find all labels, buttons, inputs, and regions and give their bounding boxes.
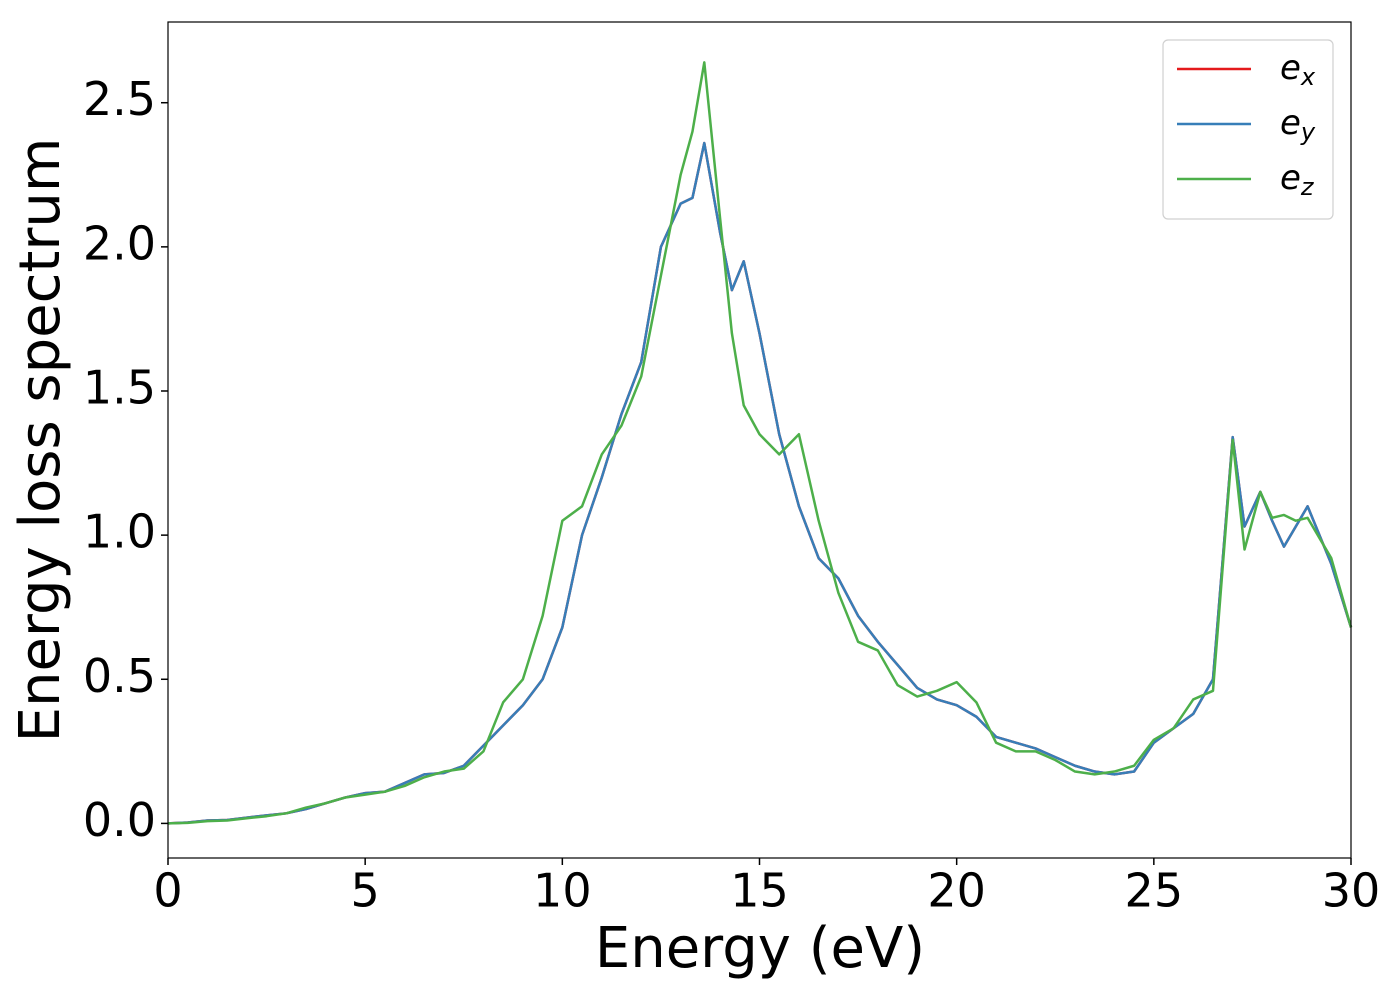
x-tick-label: 10	[533, 864, 592, 918]
line-series	[167, 61, 1353, 825]
y-tick-label: 2.0	[83, 216, 156, 270]
x-tick-label: 30	[1322, 864, 1381, 918]
y-tick-label: 1.0	[83, 505, 156, 559]
y-axis-label: Energy loss spectrum	[8, 138, 73, 743]
line-series	[167, 141, 1353, 825]
line-series	[167, 141, 1353, 825]
y-tick-label: 0.0	[83, 793, 156, 847]
legend-label: ex	[1280, 48, 1316, 92]
legend: ex ey ez	[1162, 39, 1334, 220]
x-tick-label: 0	[153, 864, 182, 918]
y-tick-label: 1.5	[83, 360, 156, 414]
legend-label: ez	[1280, 158, 1315, 202]
x-tick-label: 5	[351, 864, 380, 918]
x-tick-label: 25	[1125, 864, 1184, 918]
x-axis-label: Energy (eV)	[595, 916, 925, 981]
plot-frame	[167, 21, 1352, 859]
x-tick-label: 15	[730, 864, 789, 918]
legend-box	[1162, 39, 1334, 220]
x-tick-label: 20	[927, 864, 986, 918]
legend-label: ey	[1280, 103, 1316, 147]
y-tick-label: 2.5	[83, 72, 156, 126]
y-tick-label: 0.5	[83, 649, 156, 703]
